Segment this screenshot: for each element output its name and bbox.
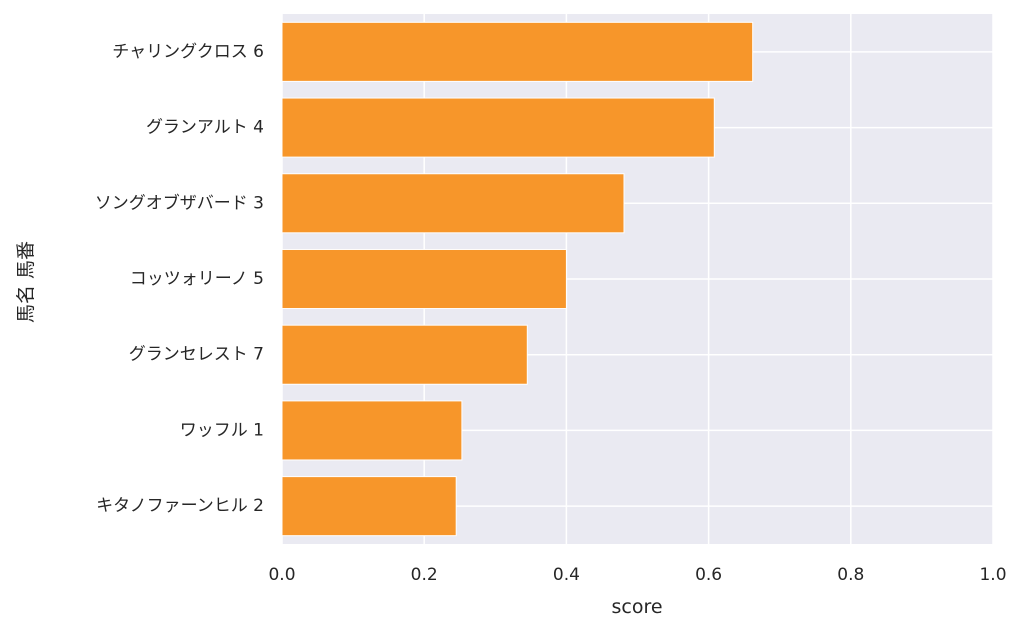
- y-tick-label-0: チャリングクロス 6: [112, 42, 264, 62]
- x-tick-label-1: 0.2: [411, 565, 438, 585]
- y-tick-labels: チャリングクロス 6 グランアルト 4 ソングオブザバード 3 コッツォリーノ 5 グラ…: [95, 42, 264, 516]
- y-tick-label-2: ソングオブザバード 3: [95, 192, 264, 213]
- bar-6: [281, 476, 457, 537]
- bar-2: [281, 173, 625, 234]
- bar-0: [281, 21, 754, 82]
- y-axis-label: 馬名 馬番: [15, 241, 37, 323]
- bar-1: [281, 97, 715, 158]
- x-axis-label: score: [611, 596, 662, 618]
- y-tick-label-3: コッツォリーノ 5: [130, 269, 264, 289]
- bar-3: [281, 248, 567, 310]
- x-tick-label-3: 0.6: [695, 565, 722, 585]
- y-tick-label-6: キタノファーンヒル 2: [96, 496, 264, 516]
- bars: [281, 21, 754, 537]
- x-tick-label-5: 1.0: [979, 565, 1006, 585]
- x-tick-label-4: 0.8: [837, 565, 864, 585]
- x-tick-label-2: 0.4: [553, 565, 580, 585]
- y-tick-label-5: ワッフル 1: [180, 420, 264, 440]
- x-tick-labels: 0.0 0.2 0.4 0.6 0.8 1.0: [268, 565, 1006, 585]
- y-tick-label-4: グランセレスト 7: [129, 345, 264, 365]
- y-tick-label-1: グランアルト 4: [146, 118, 264, 138]
- x-tick-label-0: 0.0: [268, 565, 295, 585]
- bar-4: [281, 324, 528, 385]
- bar-5: [281, 400, 463, 461]
